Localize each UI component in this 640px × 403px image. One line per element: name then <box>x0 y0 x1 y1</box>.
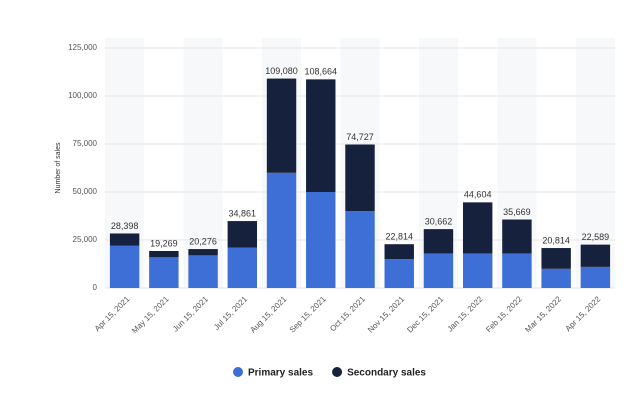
x-tick-label: Apr 15, 2022 <box>564 294 603 333</box>
bar-segment <box>227 247 258 288</box>
x-tick-label: Mar 15, 2022 <box>523 294 563 334</box>
x-tick-label: Dec 15, 2021 <box>405 294 445 334</box>
bar-segment <box>266 78 297 173</box>
total-label: 109,080 <box>265 66 298 76</box>
x-tick-label: May 15, 2021 <box>130 294 171 335</box>
bar-segment <box>109 245 140 288</box>
bar-segment <box>423 229 454 254</box>
x-tick-label: Jun 15, 2021 <box>171 294 210 333</box>
bar-segment <box>306 192 336 288</box>
legend-swatch <box>332 367 343 377</box>
bar-segment <box>188 255 218 288</box>
total-label: 28,398 <box>111 221 139 231</box>
total-label: 74,727 <box>346 132 374 142</box>
legend-label: Secondary sales <box>347 368 426 379</box>
bar-segment <box>580 244 611 267</box>
bar-segment <box>423 253 454 288</box>
x-tick-label: Nov 15, 2021 <box>366 294 406 334</box>
bar-segment <box>502 253 532 288</box>
x-tick-label: Jan 15, 2022 <box>446 294 485 333</box>
bar-segment <box>462 253 493 288</box>
bar-segment <box>345 211 375 288</box>
bar-segment <box>149 251 179 258</box>
total-label: 22,589 <box>582 232 610 242</box>
total-label: 20,814 <box>542 235 570 245</box>
legend-swatch <box>233 367 243 377</box>
bar-segment <box>227 221 258 248</box>
x-tick-label: Jul 15, 2021 <box>212 294 250 332</box>
y-axis-label: Number of sales <box>55 142 62 193</box>
y-tick-label: 25,000 <box>73 235 98 244</box>
total-label: 19,269 <box>150 238 178 248</box>
x-tick-label: Oct 15, 2021 <box>328 294 367 333</box>
y-tick-label: 125,000 <box>68 43 97 52</box>
bar-segment <box>306 79 336 192</box>
total-label: 20,276 <box>189 236 217 246</box>
band-shade <box>183 38 223 288</box>
bar-segment <box>502 219 532 254</box>
y-tick-label: 0 <box>93 283 98 292</box>
y-tick-label: 50,000 <box>73 187 98 196</box>
bar-segment <box>109 233 140 246</box>
x-tick-label: Sep 15, 2021 <box>288 294 328 334</box>
y-tick-label: 75,000 <box>73 139 98 148</box>
bar-segment <box>384 259 414 288</box>
y-tick-label: 100,000 <box>68 91 97 100</box>
total-label: 35,669 <box>503 207 531 217</box>
bar-segment <box>541 248 571 269</box>
x-tick-label: Aug 15, 2021 <box>248 294 288 334</box>
total-label: 30,662 <box>425 217 453 227</box>
total-label: 108,664 <box>304 67 337 77</box>
bar-segment <box>462 202 493 254</box>
total-label: 44,604 <box>464 190 492 200</box>
bar-segment <box>580 266 611 288</box>
bar-segment <box>541 268 571 288</box>
bar-segment <box>188 249 218 256</box>
legend-label: Primary sales <box>248 368 313 379</box>
x-tick-label: Feb 15, 2022 <box>484 294 524 334</box>
total-label: 22,814 <box>385 232 413 242</box>
bar-segment <box>345 144 375 212</box>
bar-segment <box>149 257 179 288</box>
total-label: 34,861 <box>229 208 257 218</box>
bar-segment <box>384 244 414 260</box>
x-tick-label: Apr 15, 2021 <box>93 294 132 333</box>
bar-segment <box>266 172 297 288</box>
